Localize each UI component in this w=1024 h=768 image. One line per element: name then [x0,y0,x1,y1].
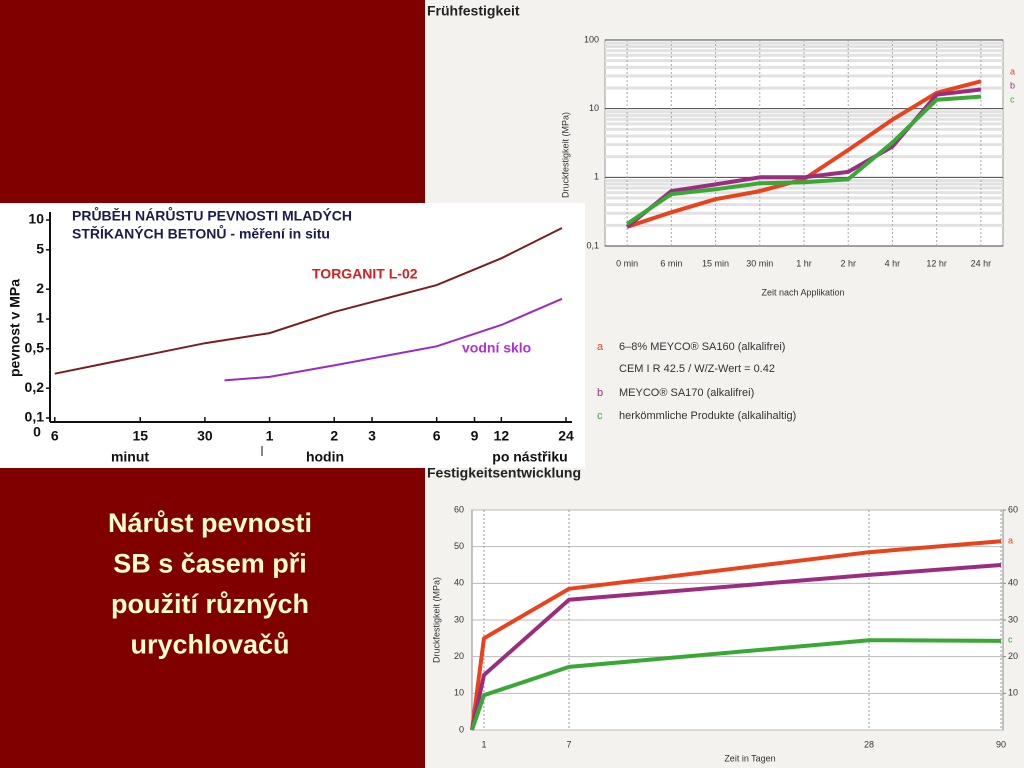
series-end-label: b [1010,80,1015,90]
x-tick-label: 28 [864,739,874,749]
y-tick-label: 10 [28,211,44,227]
y2-tick-label: 40 [1008,578,1018,588]
x-tick-label: 12 [494,428,510,444]
legend-text: 6–8% MEYCO® SA160 (alkalifrei) [619,341,785,353]
legend-text: MEYCO® SA170 (alkalifrei) [619,387,754,399]
chart-strength-development: Festigkeitsentwicklung 0 10 20 30 40 50 60 10 20 3… [427,465,1018,764]
y-tick-label: 0,2 [25,379,45,395]
x-group-label: minut [111,449,149,465]
series-end-label: a [1008,535,1013,545]
x-tick-label: 0 min [616,258,638,268]
x-tick-label: 6 [433,428,441,444]
legend-text: herkömmliche Produkte (alkalihaltig) [619,410,796,422]
slide-title: Nárůst pevnosti SB s časem při použití růz… [108,508,312,660]
y-tick-label: 0,5 [25,340,45,356]
y-tick-label: 50 [454,541,464,551]
x-tick-label: 9 [471,428,479,444]
chart-title: PRŮBĚH NÁRŮSTU PEVNOSTI MLADÝCH [72,206,352,224]
chart-title: STŘÍKANÝCH BETONŮ - měření in situ [72,224,330,242]
y2-tick-label: 20 [1008,651,1018,661]
slide-title-line: použití různých [111,589,309,619]
y-tick-label: 1 [594,172,599,182]
x-tick-label: 1 [266,428,274,444]
y-tick-label: 10 [454,688,464,698]
line-series [625,94,982,226]
y2-tick-label: 10 [1008,688,1018,698]
y-tick-label: 30 [454,614,464,624]
y-tick-label: 0,1 [586,240,599,250]
x-tick-label: 2 hr [840,258,856,268]
x-tick-label: 24 [558,428,574,444]
y-axis-label: Druckfestigkeit (MPa) [431,577,441,663]
chart-in-situ: PRŮBĚH NÁRŮSTU PEVNOSTI MLADÝCHSTŘÍKANÝC… [7,206,574,465]
x-tick-label: 1 hr [796,258,812,268]
y-tick-label: 0,1 [25,409,45,425]
x-tick-label: 4 hr [885,258,901,268]
line-series [470,638,1002,731]
y-tick-label: 2 [36,280,44,296]
y2-tick-label: 60 [1008,504,1018,514]
line-series [224,297,563,382]
y-tick-label: 5 [36,241,44,257]
y-tick-label: 20 [454,651,464,661]
x-tick-label: 30 min [746,258,773,268]
y-tick-label: 60 [454,504,464,514]
x-tick-label: 90 [996,739,1006,749]
x-tick-label: 3 [368,428,376,444]
x-tick-label: 15 min [702,258,729,268]
chart-title: Festigkeitsentwicklung [427,465,581,481]
y-zero-label: 0 [33,424,41,440]
legend-text: CEM I R 42.5 / W/Z-Wert = 0.42 [619,363,775,375]
y-tick-label: 10 [589,103,599,113]
chart-title: Frühfestigkeit [427,3,520,19]
y2-tick-label: 30 [1008,614,1018,624]
y-tick-label: 100 [584,34,599,44]
series-label: vodní sklo [462,340,531,356]
series-end-label: c [1010,94,1015,104]
series-end-label: a [1010,66,1015,76]
chart-early-strength: Frühfestigkeit 0,1 1 10 100 0 min 6 min 15 min 3… [427,3,1015,422]
x-tick-label: 15 [132,428,148,444]
x-tick-label: 6 [51,428,59,444]
x-tick-label: 12 hr [926,258,947,268]
y-tick-label: 40 [454,578,464,588]
line-series [54,227,563,375]
series-label: TORGANIT L-02 [312,266,418,282]
slide-title-line: urychlovačů [130,630,289,660]
x-axis-label: Zeit in Tagen [724,753,775,763]
line-series [470,563,1002,731]
slide-title-line: SB s časem při [113,549,307,579]
x-tick-label: 24 hr [971,258,992,268]
panel-in-situ [0,203,585,468]
x-group-label: po nástřiku [492,449,567,465]
x-tick-label: 30 [197,428,213,444]
legend-key: b [597,387,603,399]
series-end-label: c [1008,634,1013,644]
x-tick-label: 1 [481,739,486,749]
legend-key: a [597,341,604,353]
x-tick-label: 2 [330,428,338,444]
line-series [470,539,1002,731]
legend-key: c [597,410,603,422]
y-axis-label: pevnost v MPa [7,279,23,377]
slide-title-line: Nárůst pevnosti [108,508,312,538]
x-axis-label: Zeit nach Applikation [761,287,844,297]
x-tick-label: 6 min [660,258,682,268]
x-tick-label: 7 [566,739,571,749]
y-tick-label: 1 [36,310,44,326]
x-group-label: hodin [306,449,344,465]
y-axis-label: Druckfestigkeit (MPa) [560,112,570,198]
y-tick-label: 0 [459,724,464,734]
